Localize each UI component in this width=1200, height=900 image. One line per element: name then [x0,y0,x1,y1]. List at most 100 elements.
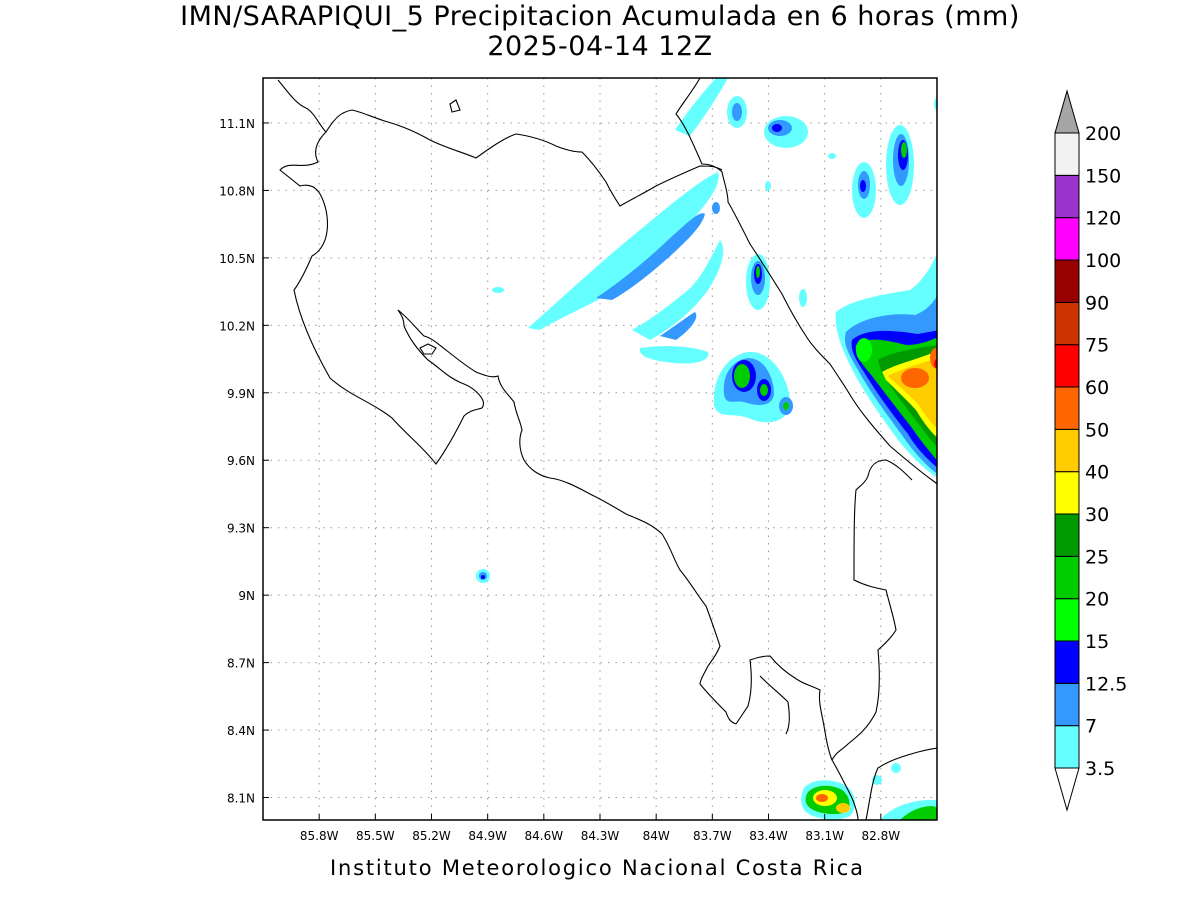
coastline-layer [277,78,937,820]
colorbar-swatch [1054,682,1080,727]
colorbar-label: 40 [1085,462,1109,484]
coastline-north-border [325,109,723,207]
colorbar-swatch [1054,471,1080,515]
colorbar-label: 30 [1085,504,1109,526]
y-tick-label: 10.8N [219,184,255,198]
colorbar-swatch [1054,640,1080,684]
colorbar-swatch [1054,555,1080,600]
x-tick-label: 85.5W [356,829,395,843]
y-tick-label: 11.1N [219,117,255,131]
rain-cell-central-h [783,402,789,410]
colorbar-swatch [1054,344,1080,388]
colorbar-label: 75 [1085,335,1109,357]
y-tick-label: 9N [238,589,255,603]
colorbar-swatch [1054,132,1080,176]
colorbar-label: 150 [1085,165,1121,187]
colorbar-swatch [1054,301,1080,346]
rain-speck-2 [765,181,771,191]
rain-south-1d [816,794,828,802]
colorbar-swatch [1054,428,1080,473]
colorbar-label: 120 [1085,208,1121,230]
rain-speck-5 [712,202,720,214]
rain-band-upper [632,240,724,340]
colorbar-min-arrow [1054,767,1080,812]
colorbar-label: 90 [1085,292,1109,314]
x-tick-label: 84W [643,829,670,843]
map-axes: 85.8W 85.5W 85.2W 84.9W 84.6W 84.3W 84W 83.7W 83… [219,117,900,843]
rain-south-2b [900,806,937,820]
rain-south-1e [836,803,850,813]
x-tick-label: 84.9W [468,829,507,843]
footer-credit: Instituto Meteorologico Nacional Costa R… [330,856,865,880]
y-tick-label: 9.6N [227,454,255,468]
coastline-osa-peninsula [735,655,833,761]
colorbar-label: 200 [1085,123,1121,145]
precipitation-layer [476,78,937,820]
rain-east-k [856,338,872,362]
colorbar-label: 100 [1085,250,1121,272]
x-tick-label: 83.4W [749,829,788,843]
y-tick-label: 10.2N [219,319,255,333]
colorbar-label: 25 [1085,546,1109,568]
rain-band-mid [660,312,697,340]
y-tick-label: 9.3N [227,522,255,536]
colorbar-swatch [1054,598,1080,642]
x-tick-label: 84.6W [525,829,564,843]
x-tick-label: 83.1W [805,829,844,843]
rain-band-sw-core [596,213,705,300]
colorbar-swatch [1054,217,1080,261]
rain-isolated-c [481,575,485,579]
x-tick-label: 85.2W [412,829,451,843]
y-tick-label: 8.4N [227,724,255,738]
x-tick-label: 85.8W [300,829,339,843]
colorbar-label: 60 [1085,377,1109,399]
rain-cell-ne2-core [901,142,907,158]
rain-east-h [901,368,929,388]
coastline-caribbean [675,78,937,485]
map-grid [263,78,937,820]
rain-cell-mid-d [756,266,760,278]
coastline-north [277,79,484,465]
title-line-1: IMN/SARAPIQUI_5 Precipitacion Acumulada … [180,1,1020,32]
rain-south-4 [891,763,901,773]
x-tick-label: 82.8W [862,829,901,843]
rain-cell-n2-core [772,124,782,132]
y-tick-label: 8.7N [227,657,255,671]
colorbar-label: 20 [1085,589,1109,611]
colorbar-swatch [1054,174,1080,219]
coastline-nicaragua-lake [449,99,461,113]
y-tick-label: 10.5N [219,252,255,266]
rain-blob-low [639,346,709,364]
coastline-gulf-inner [397,309,737,725]
colorbar-swatch [1054,513,1080,557]
x-tick-label: 84.3W [581,829,620,843]
colorbar-label: 3.5 [1085,758,1115,780]
coastline-nicoya-island [419,343,437,355]
rain-cell-ne1-core [860,180,866,192]
colorbar-label: 15 [1085,631,1109,653]
coastline-golfito [759,675,790,735]
rain-cell-central-f [760,384,768,396]
rain-speck-6 [828,153,836,159]
rain-cell-n1-core [732,103,742,121]
chart-title: IMN/SARAPIQUI_5 Precipitacion Acumulada … [0,2,1200,62]
y-tick-label: 8.1N [227,792,255,806]
x-tick-label: 83.7W [693,829,732,843]
rain-speck-4 [876,295,884,309]
rain-band-sw [528,172,719,330]
colorbar-label: 50 [1085,419,1109,441]
colorbar-swatch [1054,259,1080,303]
rain-speck-3 [492,287,504,293]
colorbar-swatch [1054,725,1080,769]
title-line-2: 2025-04-14 12Z [487,31,713,62]
colorbar: 3.5 7 12.5 15 20 25 30 40 50 60 75 90 100 120 150 200 [1054,89,1127,812]
colorbar-swatch [1054,386,1080,430]
rain-cell-central-d [734,364,750,388]
rain-band-n [675,78,728,136]
y-tick-label: 9.9N [227,387,255,401]
colorbar-max-arrow [1054,89,1080,134]
colorbar-label: 7 [1085,716,1097,738]
rain-speck-1 [799,289,807,307]
coastline-southeast [865,747,937,820]
